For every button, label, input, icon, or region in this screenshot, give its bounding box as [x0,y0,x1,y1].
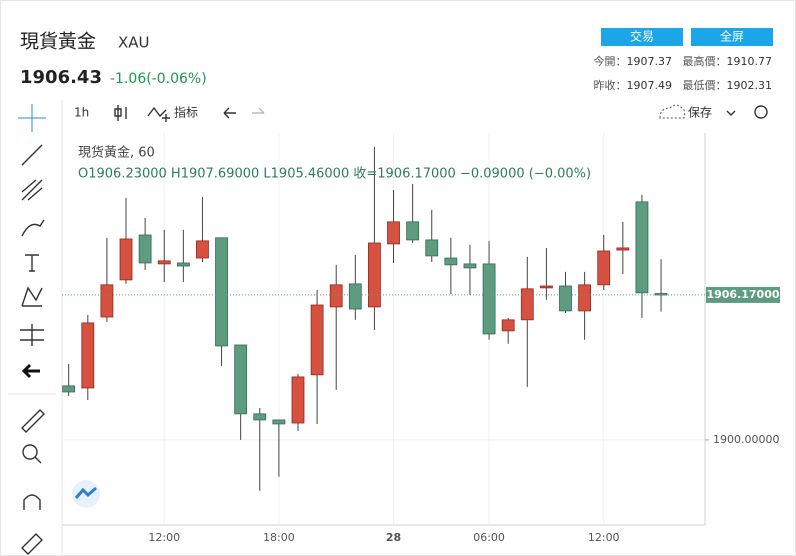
candle-body [329,284,343,308]
cloud-icon[interactable] [659,104,686,119]
ruler-tool[interactable] [21,409,45,433]
candle-body [368,242,381,308]
candle-body [62,385,76,393]
zoom-tool[interactable] [22,444,38,460]
save[interactable]: 保存 [688,106,712,120]
candle-body [616,247,630,251]
brush-tool[interactable] [21,219,45,237]
candle-body [176,262,190,267]
stat-label: 昨收： [594,78,627,92]
text-tool[interactable] [25,254,39,272]
candle-body [520,288,534,321]
trade-button-label[interactable]: 交易 [630,29,654,44]
trade-button[interactable] [601,28,683,46]
candle-body [196,240,209,259]
candle-body [81,322,95,389]
redo-button[interactable] [252,107,265,114]
y-tick-label: 1900.00000 [713,433,779,446]
candle-body [539,285,553,289]
stat-value: 1902.31 [727,79,773,92]
interval[interactable]: 1h [74,106,89,120]
title: 現貨黃金 [20,31,96,53]
candle-body [425,239,439,257]
candle-body [234,344,248,415]
candle-body [348,283,362,310]
line-tool[interactable] [21,144,43,166]
stat-label: 最低價： [683,78,727,92]
fullscreen-button-label[interactable]: 全屏 [720,29,744,44]
candle-body [635,201,649,294]
symbol: XAU [118,34,150,52]
candle-body [482,263,496,335]
candle-body [654,293,668,296]
magnet-tool[interactable] [23,494,41,510]
candle-body [100,284,114,318]
pattern-tool[interactable] [21,286,43,307]
candle-body [138,234,152,264]
zoom-tool[interactable] [34,456,42,464]
stat-value: 1910.77 [727,55,773,68]
x-tick-label: 28 [386,531,401,544]
candle-body [501,319,515,332]
back-tool[interactable] [21,363,40,379]
fib-tool[interactable] [21,179,43,201]
stat-label: 今開： [594,54,627,68]
indicator-icon[interactable] [147,106,170,122]
price: 1906.43 [20,67,102,88]
candle-body [272,419,286,425]
x-tick-label: 12:00 [588,531,620,544]
candle-body [310,304,324,376]
x-tick-label: 12:00 [148,531,180,544]
indicators[interactable]: 指标 [174,105,198,120]
stat-label: 最高價： [683,54,727,68]
candle-body [253,413,267,421]
legend-ohlc: O1906.23000 H1907.69000 L1905.46000 收=19… [78,167,591,182]
candle-body [157,260,171,265]
candle-body [559,285,572,312]
candle-body [291,376,305,424]
candle-body [444,257,458,266]
last-price-label: 1906.17000 [706,288,779,301]
legend-instrument: 現货黃金, 60 [78,145,155,161]
candle-body [387,221,400,245]
plot: 12:00 18:00 28 06:00 12:00 1900.00000 1906.170… [62,133,780,544]
undo-button[interactable] [223,107,236,119]
candle-body [463,263,477,269]
last-price-tag [706,286,780,303]
measure-tool[interactable] [20,324,44,346]
x-tick-label: 18:00 [263,531,295,544]
lock-tool[interactable] [21,533,43,555]
change: -1.06(-0.06%) [110,71,207,87]
stat-value: 1907.37 [627,55,673,68]
settings-button[interactable] [754,105,768,119]
fullscreen-button[interactable] [691,28,773,46]
save-dropdown[interactable] [726,110,736,116]
x-tick-label: 06:00 [473,531,505,544]
candle-body [578,284,592,312]
candle-body [215,237,228,347]
candle-body [597,250,611,286]
logo-mark [74,486,97,499]
candle-body [119,238,133,281]
stat-value: 1907.49 [627,79,673,92]
candle-body [406,221,420,241]
chart-type-button[interactable] [114,105,127,121]
